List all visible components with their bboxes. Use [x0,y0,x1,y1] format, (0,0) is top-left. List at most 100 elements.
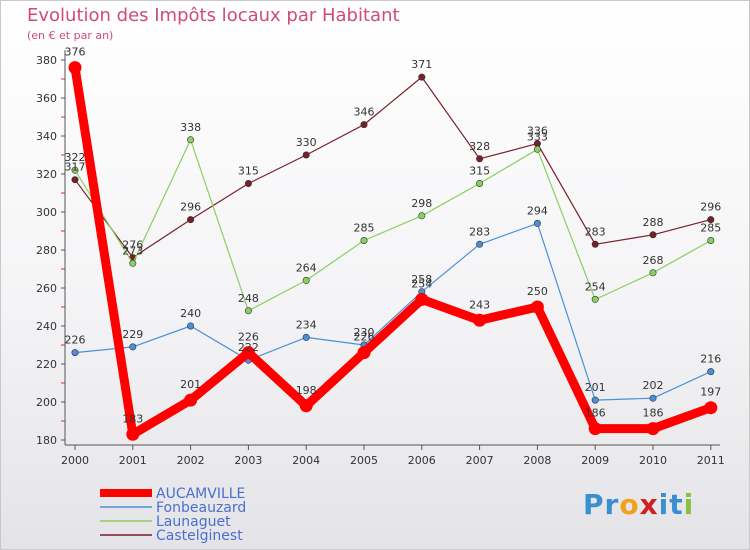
legend-label: AUCAMVILLE [156,486,245,502]
data-label: 276 [122,239,143,252]
series-line-aucamville [70,66,713,439]
x-tick-label: 2000 [61,454,89,467]
data-label: 296 [180,201,201,214]
x-tick-label: 2007 [466,454,494,467]
data-label: 333 [527,130,548,143]
x-tick-label: 2001 [119,454,147,467]
data-label: 183 [122,412,143,425]
data-label: 285 [700,222,721,235]
y-tick-label: 220 [36,358,57,371]
data-point [184,393,198,407]
data-point [649,269,657,277]
data-point [533,219,541,227]
x-tick-label: 2004 [292,454,320,467]
x-tick-label: 2009 [581,454,609,467]
data-label: 258 [411,273,432,286]
chart-title: Evolution des Impôts locaux par Habitant [27,5,400,26]
data-point [476,180,484,188]
y-tick-label: 300 [36,206,57,219]
data-label: 268 [643,254,664,267]
data-label: 264 [296,261,317,274]
y-tick-label: 240 [36,320,57,333]
data-label: 330 [296,136,317,149]
logo-letter: P [583,488,605,521]
series-line-fonbeauzard [74,222,712,401]
data-point [533,145,541,153]
data-label: 328 [469,140,490,153]
data-label: 216 [700,353,721,366]
logo-letter: o [619,488,640,521]
data-label: 250 [527,285,548,298]
data-label: 338 [180,121,201,134]
data-label: 226 [65,334,86,347]
data-point [71,176,79,184]
data-label: 197 [700,386,721,399]
data-point [129,259,137,267]
y-tick-label: 280 [36,244,57,257]
logo-letter: i [658,488,670,521]
data-label: 317 [65,161,86,174]
data-label: 230 [354,326,375,339]
data-point [707,237,715,245]
data-label: 283 [469,225,490,238]
data-label: 202 [643,379,664,392]
data-label: 243 [469,298,490,311]
data-label: 226 [354,331,375,344]
data-point [360,237,368,245]
y-tick-label: 200 [36,396,57,409]
data-point [302,151,310,159]
data-point [591,240,599,248]
data-point [302,333,310,341]
x-tick-label: 2011 [697,454,725,467]
y-tick-label: 180 [36,434,57,447]
data-point [591,295,599,303]
data-label: 336 [527,125,548,138]
data-point [244,180,252,188]
data-label: 201 [585,381,606,394]
data-point [357,346,371,360]
x-tick-label: 2006 [408,454,436,467]
y-tick-label: 360 [36,92,57,105]
logo-letter: t [669,488,684,521]
data-point [241,346,255,360]
logo-letter: x [639,488,659,521]
data-label: 285 [354,222,375,235]
series-line-launaguet [74,139,712,312]
data-label: 273 [122,244,143,257]
data-point [649,394,657,402]
data-label: 298 [411,197,432,210]
data-point [187,322,195,330]
y-tick-label: 260 [36,282,57,295]
x-tick-label: 2010 [639,454,667,467]
data-point [244,307,252,315]
data-point [704,401,718,415]
data-point [187,216,195,224]
legend-label: Fonbeauzard [156,500,246,516]
data-point [415,292,429,306]
data-label: 254 [585,280,606,293]
data-label: 322 [65,151,86,164]
data-label: 315 [238,165,259,178]
data-label: 296 [700,201,721,214]
data-label: 198 [296,384,317,397]
data-point [530,300,544,314]
data-label: 254 [411,277,432,290]
y-tick-label: 380 [36,54,57,67]
legend-label: Castelginest [156,528,243,544]
data-label: 229 [122,328,143,341]
data-label: 376 [65,46,86,59]
data-label: 240 [180,307,201,320]
data-point [187,136,195,144]
data-label: 186 [643,407,664,420]
y-tick-label: 320 [36,168,57,181]
data-point [649,231,657,239]
data-point [588,422,602,436]
data-point [299,399,313,413]
data-point [360,121,368,129]
data-label: 283 [585,225,606,238]
x-tick-label: 2008 [523,454,551,467]
legend-label: Launaguet [156,514,231,530]
data-label: 222 [238,341,259,354]
data-label: 288 [643,216,664,229]
